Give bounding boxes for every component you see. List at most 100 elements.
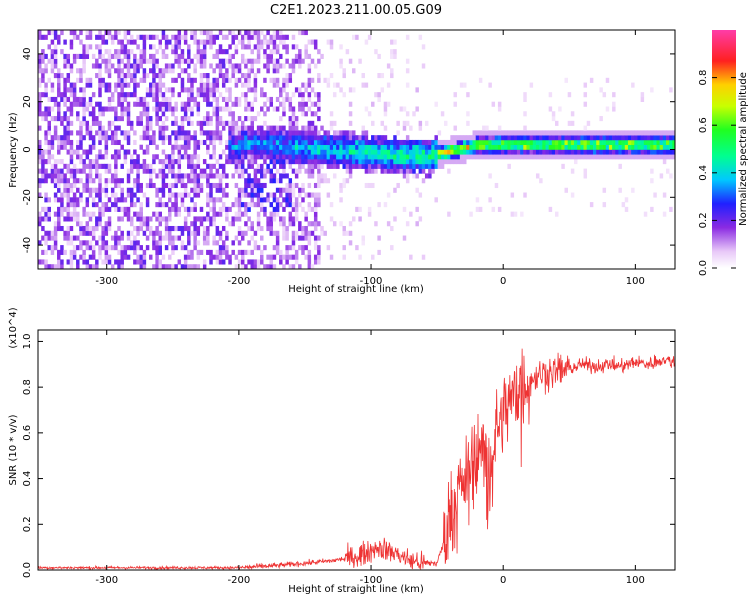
spectrogram-cell bbox=[196, 173, 201, 179]
spectrogram-cell bbox=[85, 34, 90, 40]
spectrogram-cell bbox=[237, 249, 242, 255]
spectrogram-cell bbox=[409, 154, 413, 160]
spectrogram-cell bbox=[247, 240, 251, 246]
spectrogram-cell bbox=[269, 202, 274, 208]
spectrogram-cell bbox=[269, 58, 274, 64]
spectrogram-cell bbox=[294, 130, 299, 136]
spectrogram-cell bbox=[589, 139, 594, 146]
spectrogram-cell bbox=[142, 106, 147, 112]
spectrogram-cell bbox=[250, 63, 254, 69]
spectrogram-cell bbox=[377, 235, 381, 241]
spectrogram-cell bbox=[63, 125, 67, 131]
spectrogram-cell bbox=[424, 144, 429, 150]
spectrogram-cell bbox=[405, 139, 410, 146]
spectrogram-cell bbox=[646, 139, 651, 146]
spectrogram-cell bbox=[114, 49, 118, 55]
spectrogram-cell bbox=[666, 135, 670, 141]
spectrogram-cell bbox=[107, 101, 112, 107]
spectrogram-cell bbox=[421, 144, 426, 150]
spectrogram-cell bbox=[63, 135, 67, 141]
spectrogram-cell bbox=[367, 211, 372, 217]
spectrogram-cell bbox=[317, 254, 321, 260]
spectrogram-cell bbox=[358, 163, 362, 169]
spectrogram-cell bbox=[136, 101, 140, 107]
spectrogram-cell bbox=[386, 154, 391, 160]
spectrogram-cell bbox=[145, 135, 150, 141]
spectrogram-cell bbox=[250, 34, 254, 40]
spectrogram-cell bbox=[291, 264, 296, 269]
spectrogram-cell bbox=[149, 173, 153, 179]
spectrogram-cell bbox=[114, 106, 118, 112]
spectrogram-cell bbox=[342, 154, 346, 160]
spectrogram-cell bbox=[72, 87, 77, 93]
spectrogram-cell bbox=[434, 154, 438, 160]
spectrogram-cell bbox=[187, 230, 191, 236]
spectrogram-cell bbox=[313, 235, 318, 241]
spectrogram-cell bbox=[50, 144, 55, 150]
spectrogram-cell bbox=[269, 125, 274, 131]
spectrogram-cell bbox=[567, 130, 572, 136]
spectrogram-cell bbox=[659, 135, 664, 141]
spectrogram-cell bbox=[215, 130, 220, 136]
spectrogram-cell bbox=[158, 39, 162, 45]
spectrogram-cell bbox=[66, 63, 71, 69]
spectrogram-cell bbox=[225, 245, 229, 251]
spectrogram-cell bbox=[98, 178, 102, 184]
spectrogram-cell bbox=[76, 202, 80, 208]
spectrogram-cell bbox=[196, 249, 201, 255]
spectrogram-cell bbox=[53, 178, 58, 184]
spectrogram-cell bbox=[310, 192, 315, 198]
spectrogram-cell bbox=[110, 120, 115, 126]
spectrogram-cell bbox=[329, 202, 334, 208]
spectrogram-cell bbox=[228, 259, 232, 265]
spectrogram-cell bbox=[275, 125, 280, 131]
spectrogram-cell bbox=[180, 68, 185, 74]
spectrogram-cell bbox=[269, 178, 274, 184]
spectrogram-cell bbox=[634, 135, 638, 141]
spectrogram-cell bbox=[320, 154, 324, 160]
spectrogram-cell bbox=[488, 139, 492, 146]
spectrogram-cell bbox=[199, 53, 204, 59]
spectrogram-cell bbox=[142, 96, 147, 102]
spectrogram-cell bbox=[168, 139, 172, 146]
spectrogram-cell bbox=[355, 144, 359, 150]
spectrogram-cell bbox=[291, 216, 296, 222]
spectrogram-cell bbox=[79, 230, 83, 236]
spectrogram-cell bbox=[193, 240, 197, 246]
spectrogram-cell bbox=[50, 135, 55, 141]
spectrogram-cell bbox=[114, 149, 118, 155]
spectrogram-cell bbox=[126, 63, 131, 69]
spectrogram-cell bbox=[234, 125, 239, 131]
spectrogram-cell bbox=[240, 230, 245, 236]
spectrogram-cell bbox=[180, 135, 185, 141]
spectrogram-cell bbox=[206, 30, 210, 36]
spectrogram-cell bbox=[555, 139, 559, 146]
spectrogram-cell bbox=[329, 154, 334, 160]
spectrogram-cell bbox=[168, 168, 172, 174]
spectrogram-cell bbox=[672, 154, 675, 160]
spectrogram-cell bbox=[161, 34, 166, 40]
spectrogram-cell bbox=[85, 149, 90, 155]
spectrogram-cell bbox=[79, 178, 83, 184]
spectrogram-cell bbox=[247, 116, 251, 122]
spectrogram-cell bbox=[212, 182, 216, 189]
spectrogram-cell bbox=[66, 135, 71, 141]
spectrogram-cell bbox=[104, 240, 109, 246]
spectrogram-cell bbox=[114, 154, 118, 160]
spectrogram-cell bbox=[152, 58, 156, 64]
spectrogram-cell bbox=[298, 225, 302, 232]
spectrogram-cell bbox=[41, 111, 45, 117]
spectrogram-cell bbox=[367, 111, 372, 117]
spectrogram-cell bbox=[282, 106, 286, 112]
spectrogram-cell bbox=[79, 135, 83, 141]
spectrogram-cell bbox=[475, 149, 480, 155]
spectrogram-cell bbox=[50, 58, 55, 64]
spectrogram-cell bbox=[76, 235, 80, 241]
spectrogram-cell bbox=[269, 34, 274, 40]
spectrogram-cell bbox=[323, 178, 327, 184]
spectrogram-cell bbox=[117, 249, 121, 255]
spectrogram-cell bbox=[69, 173, 74, 179]
spectrogram-cell bbox=[234, 163, 239, 169]
spectrogram-cell bbox=[79, 159, 83, 165]
spectrogram-cell bbox=[275, 63, 280, 69]
